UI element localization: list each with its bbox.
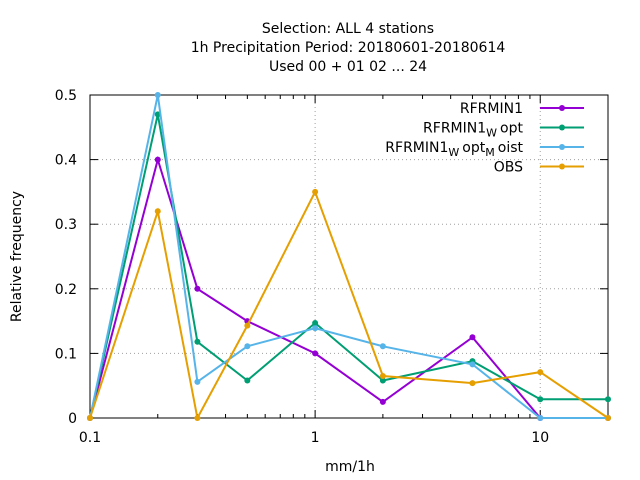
grid-lines — [90, 95, 608, 418]
data-point — [154, 208, 161, 215]
x-axis-label: mm/1h — [325, 459, 375, 475]
legend-label-part: opt — [462, 140, 485, 156]
legend-label: RFRMIN1 — [460, 101, 523, 117]
y-tick-label: 0.4 — [55, 153, 77, 169]
chart-title: Selection: ALL 4 stations 1h Precipitatio… — [191, 21, 506, 75]
title-line-2: 1h Precipitation Period: 20180601-201806… — [191, 40, 506, 56]
data-point — [379, 343, 386, 350]
data-point — [469, 334, 476, 341]
data-point — [194, 285, 201, 292]
legend-label-part: oist — [498, 140, 524, 156]
data-point — [244, 377, 251, 384]
legend-label-part: W — [486, 127, 497, 140]
data-point — [194, 378, 201, 385]
data-point — [244, 343, 251, 350]
data-point — [312, 325, 319, 332]
data-point — [379, 373, 386, 380]
y-tick-label: 0.1 — [55, 346, 77, 362]
legend-label-part: RFRMIN1 — [385, 140, 448, 156]
legend-swatch-point — [559, 163, 565, 170]
y-tick-label: 0.3 — [55, 217, 77, 233]
legend-label-part: RFRMIN1 — [423, 121, 486, 137]
data-point — [605, 415, 611, 421]
data-point — [469, 380, 476, 387]
data-point — [605, 396, 611, 403]
legend-label: OBS — [494, 160, 523, 176]
data-point — [537, 415, 544, 421]
x-tick-label: 0.1 — [79, 430, 101, 446]
data-point — [154, 156, 161, 163]
legend-label-part: M — [485, 146, 495, 159]
legend-label-part: OBS — [494, 160, 523, 176]
legend-entry: RFRMIN1 — [460, 101, 584, 117]
data-point — [87, 415, 93, 421]
legend-label: RFRMIN1W opt — [423, 121, 523, 140]
legend-label-part: opt — [500, 121, 523, 137]
legend-entry: RFRMIN1W optM oist — [385, 140, 584, 159]
data-point — [537, 369, 544, 376]
data-point — [312, 188, 319, 195]
data-point — [379, 377, 386, 384]
data-point — [312, 350, 319, 357]
title-line-1: Selection: ALL 4 stations — [262, 21, 434, 37]
y-tick-label: 0.5 — [55, 88, 77, 104]
data-point — [244, 322, 251, 329]
title-line-3: Used 00 + 01 02 ... 24 — [269, 59, 427, 75]
series-line — [89, 189, 609, 421]
series-RFRMIN1 — [87, 155, 611, 421]
legend-label-part: RFRMIN1 — [460, 101, 523, 117]
data-point — [194, 338, 201, 345]
plot-frame — [89, 94, 609, 419]
x-tick-label: 10 — [531, 430, 549, 446]
data-point — [194, 415, 201, 421]
legend-swatch-point — [559, 124, 565, 131]
data-point — [537, 396, 544, 403]
y-tick-label: 0 — [68, 411, 77, 427]
series-OBS — [87, 188, 611, 421]
legend-swatch-point — [559, 105, 565, 111]
legend-label: RFRMIN1W optM oist — [385, 140, 523, 159]
data-point — [154, 92, 161, 98]
legend-entry: OBS — [494, 160, 584, 176]
series-line — [89, 94, 608, 419]
x-tick-label: 1 — [311, 430, 320, 446]
y-tick-label: 0.2 — [55, 282, 77, 298]
data-series — [87, 92, 611, 421]
data-point — [469, 361, 476, 368]
legend-entry: RFRMIN1W opt — [423, 121, 584, 140]
legend-swatch-point — [559, 144, 565, 150]
data-point — [312, 320, 319, 327]
y-axis-label: Relative frequency — [9, 191, 25, 322]
legend-label-part: W — [448, 146, 459, 159]
data-point — [379, 398, 386, 405]
